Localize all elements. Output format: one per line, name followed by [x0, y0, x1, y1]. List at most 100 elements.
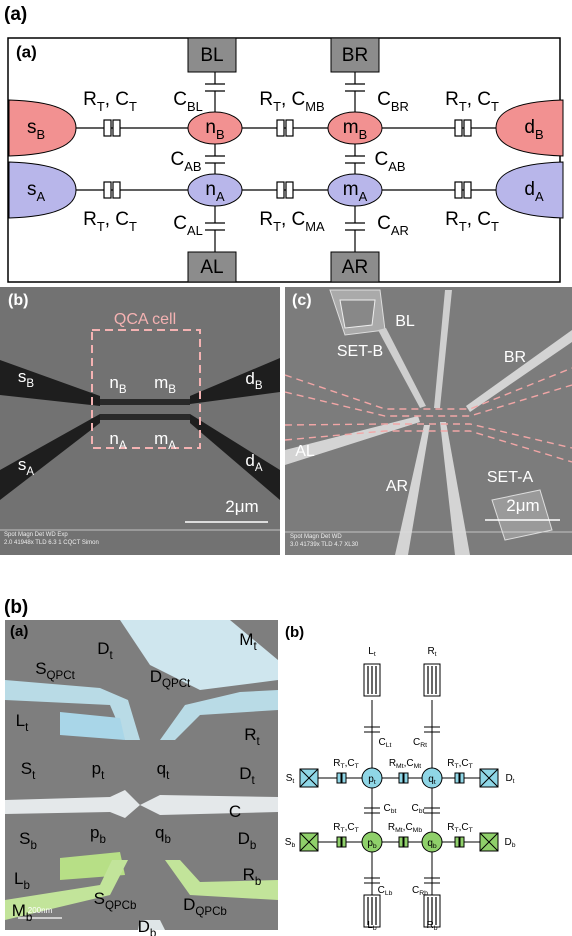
label: BL — [200, 45, 223, 66]
label-text: d — [245, 369, 254, 388]
label-text: R — [333, 758, 340, 769]
label-subscript: B — [26, 378, 34, 390]
figure-label: (b) — [4, 597, 28, 618]
label: 2.0 41948x TLD 6.3 1 CQCT Simon — [4, 540, 99, 546]
label-subscript: Mt — [395, 827, 403, 834]
label-subscript: T — [273, 219, 281, 234]
label-text: R — [83, 89, 97, 110]
label-subscript: B — [36, 127, 45, 142]
label-text: L — [14, 869, 23, 888]
label-subscript: T — [491, 99, 499, 114]
label-text: 2.0 41948x TLD 6.3 1 CQCT Simon — [4, 540, 99, 546]
label-text: S — [35, 659, 46, 678]
label-text: AR — [386, 478, 408, 495]
label-text: AR — [342, 257, 368, 278]
label: C — [229, 802, 241, 821]
label-text: R — [83, 209, 97, 230]
label-subscript: T — [273, 99, 281, 114]
label: Dt — [505, 773, 514, 786]
label-subscript: BL — [187, 99, 203, 114]
label-text: D — [238, 829, 250, 848]
label-text: D — [239, 764, 251, 783]
label-text: m — [343, 179, 359, 200]
label: Cbt — [412, 803, 425, 816]
label-text: R — [445, 209, 459, 230]
label-subscript: Mt — [414, 763, 422, 770]
panel-label: (a) — [16, 42, 37, 61]
panel-label: (b) — [285, 624, 304, 641]
label-text: , C — [105, 209, 129, 230]
label-subscript: T — [355, 763, 359, 770]
label-text: C — [379, 737, 386, 748]
label-subscript: T — [129, 219, 137, 234]
label-subscript: T — [491, 219, 499, 234]
label-text: n — [109, 429, 118, 448]
label-text: , C — [105, 89, 129, 110]
label-subscript: b — [255, 876, 261, 888]
label-subscript: b — [434, 925, 438, 932]
label-text: C — [378, 885, 385, 896]
label: 200nm — [28, 906, 53, 915]
label-subscript: bt — [391, 808, 397, 815]
figure: (a) (b) (a) (b) (c) (a) (b) BLBRALARsBnB… — [0, 0, 572, 936]
label-text: D — [504, 837, 511, 848]
label: RT,CT — [333, 822, 359, 835]
label-text: m — [154, 373, 168, 392]
label-text: ,C — [459, 822, 469, 833]
label-subscript: T — [469, 827, 473, 834]
label-subscript: b — [373, 843, 377, 850]
label: RT,CT — [333, 758, 359, 771]
label-subscript: A — [255, 462, 263, 474]
label: 2μm — [506, 496, 539, 515]
panel-label: (b) — [8, 292, 28, 309]
label: Cbt — [384, 803, 397, 816]
label: 3.0 41739x TLD 4.7 XL30 — [290, 542, 359, 548]
label-text: S — [19, 829, 30, 848]
label-subscript: B — [359, 127, 368, 142]
label-subscript: QPCt — [162, 678, 191, 690]
label-subscript: B — [255, 380, 263, 392]
label-subscript: MB — [305, 99, 324, 114]
label: AR — [386, 478, 408, 495]
label: QCA cell — [114, 311, 176, 328]
label-subscript: QPCb — [195, 906, 226, 918]
label-subscript: b — [100, 834, 106, 846]
label: RMt,CMt — [389, 758, 421, 771]
label-text: D — [150, 667, 162, 686]
label-subscript: A — [359, 189, 368, 204]
label-text: ,C — [345, 758, 355, 769]
label-text: C — [173, 213, 187, 234]
label: AL — [200, 257, 223, 278]
label-text: n — [205, 179, 216, 200]
label-text: , C — [467, 209, 491, 230]
label: RT,CT — [447, 822, 473, 835]
label-text: , C — [467, 89, 491, 110]
label-text: , C — [281, 89, 305, 110]
label-text: SET-B — [337, 343, 383, 360]
label-text: m — [154, 429, 168, 448]
label-subscript: A — [36, 189, 45, 204]
label-text: R — [427, 646, 434, 657]
label-text: m — [343, 117, 359, 138]
label-subscript: B — [535, 127, 544, 142]
label: AR — [342, 257, 368, 278]
label-text: C — [412, 885, 419, 896]
label-text: S — [94, 889, 105, 908]
label-text: R — [447, 758, 454, 769]
label-subscript: Mb — [413, 827, 423, 834]
label-subscript: QPCt — [47, 670, 76, 682]
label-subscript: T — [469, 763, 473, 770]
label-text: 2μm — [225, 497, 258, 516]
label-text: 200nm — [28, 906, 53, 915]
label: CRt — [413, 737, 427, 750]
label-subscript: B — [119, 384, 127, 396]
label-text: C — [171, 149, 185, 170]
label-subscript: T — [97, 219, 105, 234]
label-subscript: A — [119, 440, 127, 452]
label-subscript: T — [459, 99, 467, 114]
label: SET-B — [337, 343, 383, 360]
label-subscript: A — [216, 189, 225, 204]
figure-label: (a) — [4, 4, 27, 25]
label-subscript: b — [291, 842, 295, 849]
label-text: C — [413, 737, 420, 748]
